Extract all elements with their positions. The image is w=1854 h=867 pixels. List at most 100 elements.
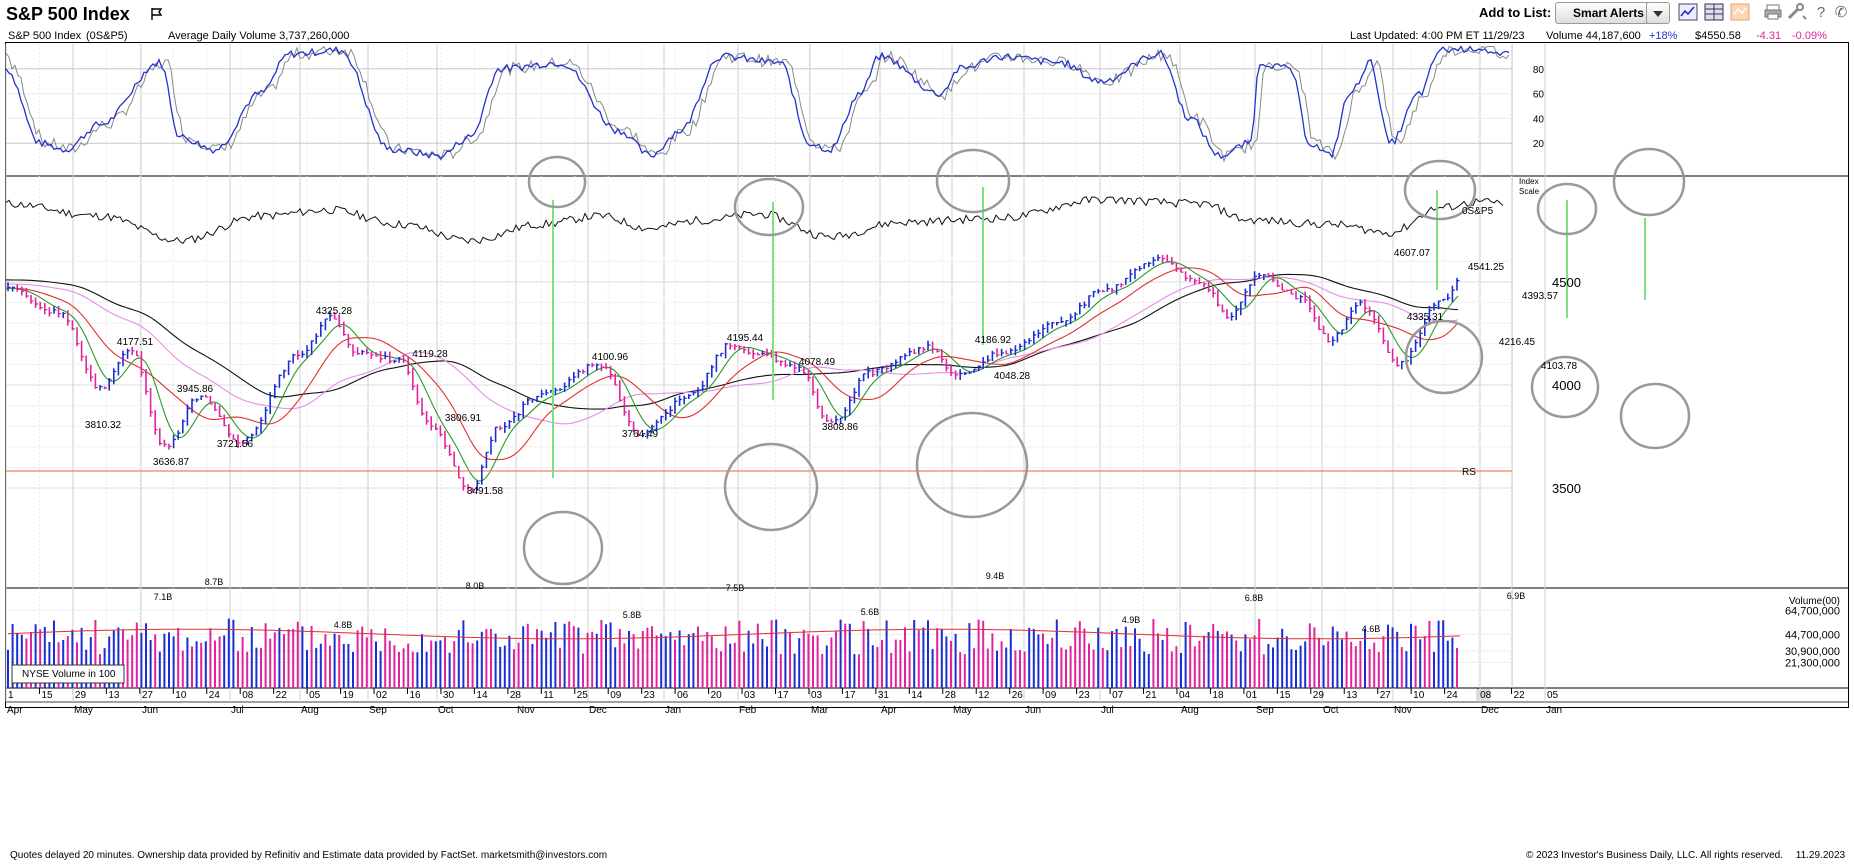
price-axis-label: 3500 — [1552, 481, 1581, 496]
current-week-highlight — [1476, 689, 1491, 701]
price-annotation: 4100.96 — [592, 352, 629, 363]
quote-info-line: S&P 500 Index (0S&P5) Average Daily Volu… — [8, 30, 1848, 44]
price-annotation: 3721.56 — [217, 439, 254, 450]
volume-peak-label: 9.4B — [986, 571, 1005, 581]
volume-peak-label: 4.9B — [1122, 615, 1141, 625]
index-symbol: (0S&P5) — [86, 30, 128, 42]
index-scale-label: Index — [1519, 177, 1539, 186]
phone-icon[interactable]: ✆ — [1834, 4, 1848, 21]
volume-axis-label: 21,300,000 — [1785, 657, 1840, 669]
x-axis-month-label: Apr — [7, 705, 23, 716]
x-axis-day-label: 17 — [778, 690, 790, 701]
stochastic-d-line — [5, 45, 1510, 164]
volume-legend-text: NYSE Volume in 100 — [22, 669, 116, 680]
annotation-circle — [1403, 159, 1477, 221]
x-axis-month-label: Jan — [1546, 705, 1562, 716]
x-axis-day-label: 24 — [1447, 690, 1459, 701]
x-axis-day-label: 29 — [1313, 690, 1325, 701]
volume-axis-label: 30,900,000 — [1785, 646, 1840, 658]
x-axis-day-label: 13 — [1346, 690, 1358, 701]
price-change: -4.31 — [1756, 30, 1782, 42]
stochastic-axis-label: 80 — [1533, 65, 1545, 76]
x-axis-day-label: 15 — [41, 690, 53, 701]
x-axis-day-label: 23 — [1079, 690, 1091, 701]
x-axis-day-label: 17 — [844, 690, 856, 701]
stochastic-axis-label: 20 — [1533, 139, 1545, 150]
price-annotation: 4048.28 — [994, 371, 1031, 382]
smart-alerts-button[interactable]: Smart Alerts — [1555, 2, 1662, 24]
x-axis-day-label: 1 — [8, 690, 14, 701]
x-axis-month-label: Nov — [1394, 705, 1412, 716]
x-axis-month-label: Jan — [665, 705, 681, 716]
help-icon[interactable]: ? — [1816, 4, 1826, 21]
line-chart-icon[interactable] — [1677, 3, 1699, 22]
x-axis-day-label: 20 — [711, 690, 723, 701]
page-title: S&P 500 Index — [6, 4, 130, 24]
rs-line-label: 0S&P5 — [1462, 206, 1494, 217]
last-price: $4550.58 — [1695, 30, 1741, 42]
x-axis-month-label: May — [74, 705, 93, 716]
price-annotation: 3806.91 — [445, 413, 482, 424]
relative-strength-line — [5, 196, 1504, 245]
rs-label: RS — [1462, 467, 1476, 478]
x-axis-day-label: 06 — [677, 690, 689, 701]
volume-peak-label: 4.6B — [1362, 624, 1381, 634]
x-axis-month-label: Oct — [1323, 705, 1339, 716]
x-axis-day-label: 15 — [1279, 690, 1291, 701]
x-axis-day-label: 08 — [1480, 690, 1492, 701]
tools-icon[interactable] — [1786, 3, 1808, 22]
flag-icon[interactable] — [150, 7, 164, 21]
annotation-circle — [935, 148, 1011, 214]
x-axis-day-label: 18 — [1212, 690, 1224, 701]
add-to-list-dropdown[interactable] — [1646, 2, 1670, 24]
price-annotation: 3636.87 — [153, 457, 190, 468]
volume-peak-label: 6.9B — [1507, 591, 1526, 601]
price-annotation: 3945.86 — [177, 384, 214, 395]
ma-50-line — [6, 267, 1459, 461]
x-axis-day-label: 25 — [577, 690, 589, 701]
x-axis-day-label: 09 — [610, 690, 622, 701]
annotation-circle — [1619, 382, 1691, 450]
volume-peak-label: 7.5B — [726, 583, 745, 593]
x-axis-day-label: 22 — [276, 690, 288, 701]
price-annotation: 4195.44 — [727, 333, 764, 344]
x-axis-day-label: 10 — [175, 690, 187, 701]
average-daily-volume: Average Daily Volume 3,737,260,000 — [168, 30, 350, 42]
x-axis-month-label: Sep — [369, 705, 387, 716]
top-toolbar: S&P 500 Index Add to List: Smart Alerts … — [0, 0, 1854, 30]
volume-peak-label: 5.6B — [861, 607, 880, 617]
stochastic-axis-label: 40 — [1533, 114, 1545, 125]
price-annotation: 4216.45 — [1499, 337, 1536, 348]
price-axis-label: 4500 — [1552, 275, 1581, 290]
x-axis-day-label: 05 — [1547, 690, 1559, 701]
x-axis-month-label: Jun — [142, 705, 158, 716]
volume-peak-label: 4.8B — [334, 620, 353, 630]
x-axis-day-label: 08 — [242, 690, 254, 701]
table-view-icon[interactable] — [1703, 3, 1725, 22]
x-axis-day-label: 11 — [543, 690, 554, 701]
annotation-circle — [1612, 147, 1686, 217]
price-axis-label: 4000 — [1552, 378, 1581, 393]
annotation-circle — [733, 177, 805, 237]
footer-date: 11.29.2023 — [1795, 850, 1846, 861]
copyright-text: © 2023 Investor's Business Daily, LLC. A… — [1526, 850, 1783, 861]
footer-copyright: © 2023 Investor's Business Daily, LLC. A… — [1526, 850, 1845, 861]
annotation-circle — [527, 155, 587, 209]
volume-axis-label: 64,700,000 — [1785, 605, 1840, 617]
x-axis-day-label: 02 — [376, 690, 388, 701]
x-axis-month-label: Feb — [739, 705, 757, 716]
price-change-percent: -0.09% — [1792, 30, 1827, 42]
x-axis-day-label: 21 — [1146, 690, 1158, 701]
volume-value: Volume 44,187,600 — [1546, 30, 1641, 42]
ma-21-line — [6, 261, 1459, 482]
x-axis-month-label: Jul — [1101, 705, 1114, 716]
price-annotation: 4119.28 — [412, 349, 448, 360]
x-axis-day-label: 26 — [1012, 690, 1024, 701]
x-axis-month-label: Dec — [589, 705, 607, 716]
layout-icon[interactable] — [1729, 3, 1751, 22]
print-icon[interactable] — [1762, 3, 1784, 22]
volume-average-line — [7, 628, 1461, 640]
price-annotation: 4335.31 — [1407, 312, 1444, 323]
x-axis-month-label: May — [953, 705, 972, 716]
